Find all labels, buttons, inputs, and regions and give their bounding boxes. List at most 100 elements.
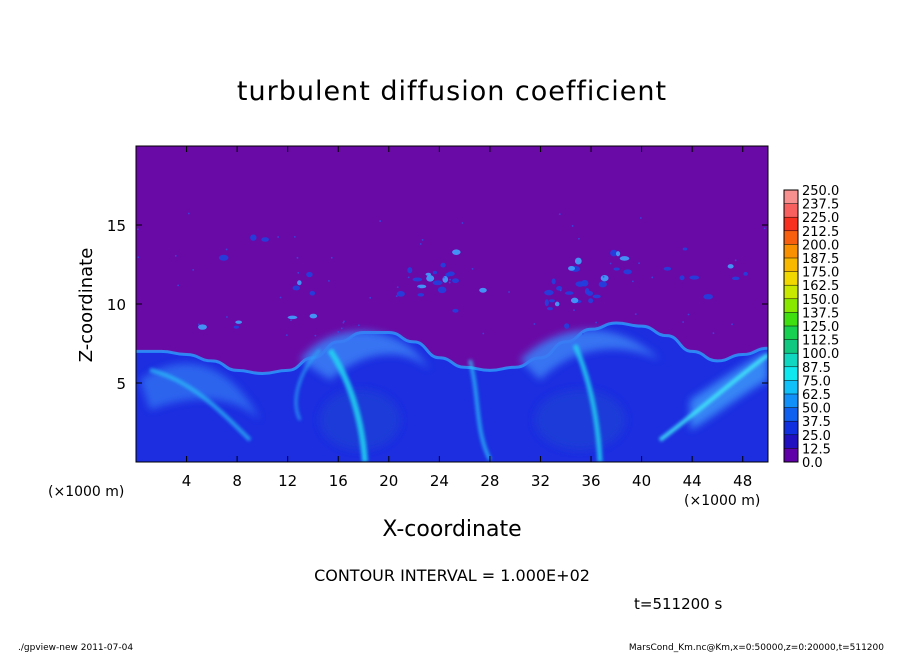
eddy-blob <box>615 251 621 257</box>
eddy-blob <box>445 272 451 277</box>
eddy-speck <box>712 332 715 335</box>
eddy-speck <box>337 331 340 333</box>
eddy-blob <box>235 320 242 324</box>
colorbar-level-label: 150.0 <box>802 293 839 308</box>
eddy-blob <box>727 264 734 269</box>
eddy-blob <box>250 234 257 241</box>
eddy-speck <box>285 334 288 337</box>
contour-interval: CONTOUR INTERVAL = 1.000E+02 <box>314 566 590 585</box>
eddy-blob <box>564 323 570 329</box>
x-axis-label: X-coordinate <box>382 517 521 542</box>
eddy-blob <box>564 291 574 295</box>
colorbar-swatch <box>784 312 798 326</box>
colorbar-level-label: 37.5 <box>802 415 831 430</box>
eddy-speck <box>187 212 190 215</box>
eddy-speck <box>508 291 510 293</box>
colorbar-level-label: 225.0 <box>802 211 839 226</box>
eddy-blob <box>198 324 207 330</box>
eddy-blob <box>556 286 563 291</box>
eddy-blob <box>600 275 609 282</box>
updraft-plumes <box>149 344 768 462</box>
eddy-blob <box>588 298 594 304</box>
eddy-blob <box>233 325 240 329</box>
colorbar-swatch <box>784 434 798 449</box>
eddy-blob <box>432 280 443 286</box>
colorbar-level-label: 112.5 <box>802 334 839 349</box>
eddy-blob <box>623 269 632 275</box>
eddy-blob <box>437 286 447 294</box>
time-label: t=511200 s <box>634 595 723 613</box>
eddy-blob <box>613 267 620 271</box>
eddy-speck <box>277 236 280 238</box>
eddy-speck <box>328 280 330 282</box>
colorbar-frame <box>783 189 799 463</box>
x-tick-label: 20 <box>379 472 398 490</box>
eddy-blob <box>619 256 630 261</box>
eddy-speck <box>582 333 584 335</box>
colorbar-level-label: 212.5 <box>802 225 839 240</box>
eddy-blob <box>452 249 461 255</box>
eddy-blob <box>287 315 298 320</box>
eddy-blob <box>218 254 229 261</box>
colorbar-swatch <box>784 258 798 272</box>
colorbar-level-label: 137.5 <box>802 306 839 321</box>
colorbar-level-label: 187.5 <box>802 252 839 267</box>
colorbar-swatch <box>784 203 798 218</box>
eddy-blob <box>425 272 432 276</box>
colorbar-level-label: 0.0 <box>802 456 823 471</box>
eddy-speck <box>442 276 445 279</box>
eddy-speck <box>192 269 195 271</box>
eddy-speck <box>471 267 474 270</box>
eddy-speck <box>279 296 282 299</box>
colorbar-level-label: 237.5 <box>802 198 839 213</box>
eddy-speck <box>297 271 300 274</box>
eddy-speck <box>369 296 372 299</box>
colorbar-swatch <box>784 244 798 258</box>
eddy-speck <box>177 284 180 287</box>
eddy-speck <box>638 262 640 265</box>
eddy-blob <box>574 257 582 265</box>
eddy-blob <box>426 275 435 282</box>
eddy-speck <box>417 286 420 289</box>
eddy-blob <box>732 276 740 281</box>
eddy-speck <box>687 313 690 316</box>
x-tick-label: 4 <box>182 472 192 490</box>
colorbar-level-label: 162.5 <box>802 279 839 294</box>
colorbar-swatch <box>784 394 798 408</box>
eddy-speck <box>449 278 451 281</box>
y-axis-label: Z-coordinate <box>76 248 97 363</box>
eddy-blob <box>306 271 313 278</box>
eddy-blob <box>309 313 318 319</box>
eddy-speck <box>482 332 485 335</box>
eddy-speck <box>419 243 422 245</box>
eddy-blob <box>549 299 555 303</box>
eddy-blob <box>417 293 425 297</box>
eddy-speck <box>342 321 345 324</box>
eddy-speck <box>533 323 536 325</box>
eddy-speck <box>407 276 410 279</box>
colorbar-level-label: 100.0 <box>802 347 839 362</box>
eddy-blob <box>452 308 459 313</box>
colorbar-level-label: 50.0 <box>802 402 831 417</box>
x-unit-left: (×1000 m) <box>48 484 124 500</box>
colorbar-level-label: 175.0 <box>802 266 839 281</box>
eddy-speck <box>293 235 296 238</box>
eddy-speck <box>136 228 139 231</box>
eddy-speck <box>343 320 345 323</box>
eddy-blob <box>547 307 553 311</box>
x-tick-label: 16 <box>329 472 348 490</box>
eddy-speck <box>330 256 333 259</box>
eddy-speck <box>558 213 561 216</box>
eddy-speck <box>197 323 200 326</box>
colorbar-level-label: 87.5 <box>802 361 831 376</box>
eddy-blob <box>544 289 554 296</box>
eddy-blob <box>568 266 576 271</box>
eddy-blob <box>432 270 438 275</box>
eddy-speck <box>314 334 317 337</box>
eddy-blob <box>554 301 560 307</box>
eddy-speck <box>461 222 464 224</box>
eddy-speck <box>396 286 399 289</box>
eddy-speck <box>602 275 605 278</box>
eddy-speck <box>609 262 612 265</box>
